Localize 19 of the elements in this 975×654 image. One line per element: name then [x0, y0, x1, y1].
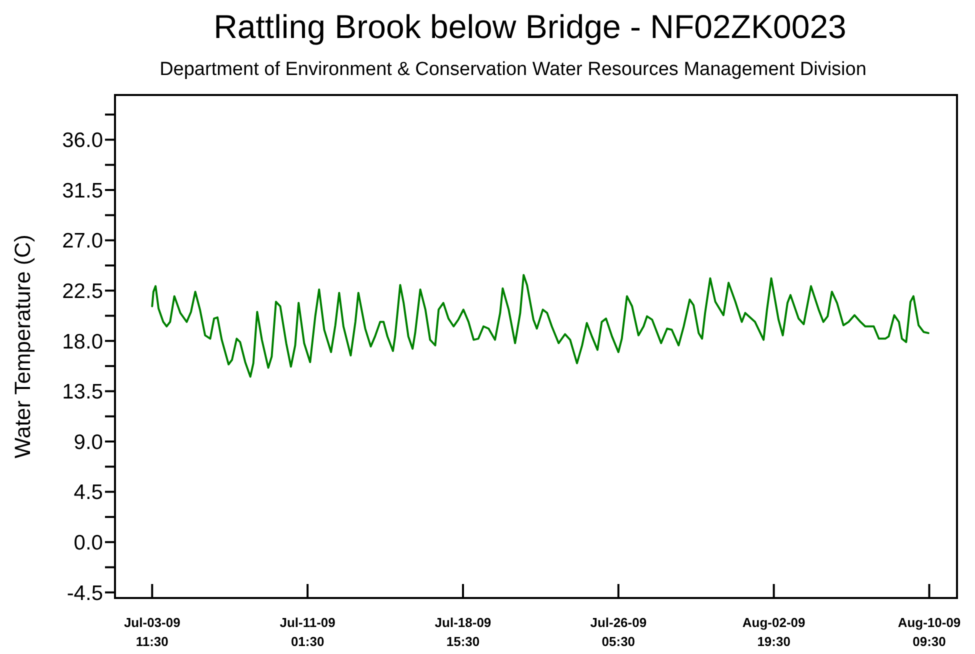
y-tick-label: 4.5 [74, 481, 103, 504]
y-tick-label: 18.0 [62, 330, 103, 354]
y-tick-label: -4.5 [66, 582, 103, 605]
x-tick-label: Jul-11-09 01:30 [280, 615, 336, 649]
x-tick-label: Jul-26-09 05:30 [590, 615, 647, 649]
x-tick-label: Aug-10-09 09:30 [898, 615, 961, 649]
y-tick-label: 31.5 [62, 179, 103, 202]
y-tick-label: 22.5 [62, 280, 103, 303]
y-tick-label: 27.0 [62, 230, 103, 253]
chart-title: Rattling Brook below Bridge - NF02ZK0023 [214, 8, 846, 45]
y-tick-label: 9.0 [74, 430, 103, 454]
y-tick-label: 0.0 [74, 531, 103, 554]
x-tick-label: Jul-18-09 15:30 [434, 615, 492, 649]
chart-subtitle: Department of Environment & Conservation Water Resources Management Division [160, 59, 866, 80]
x-tick-label: Aug-02-09 19:30 [742, 615, 806, 649]
x-tick-label: Jul-03-09 11:30 [124, 615, 180, 649]
y-axis-title: Water Temperature (C) [10, 234, 35, 458]
y-tick-label: 36.0 [62, 129, 103, 152]
y-tick-label: 13.5 [62, 380, 103, 404]
